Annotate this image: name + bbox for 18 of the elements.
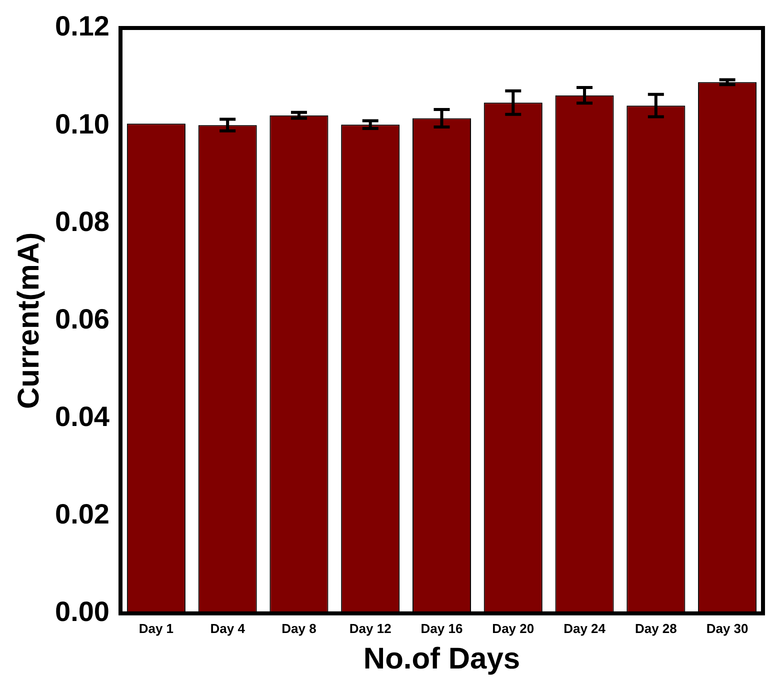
x-tick-label: Day 30 — [706, 620, 748, 636]
x-tick-label: Day 20 — [492, 620, 534, 636]
x-tick-label: Day 24 — [564, 620, 606, 636]
x-axis-title: No.of Days — [363, 642, 520, 676]
x-tick-label: Day 12 — [349, 620, 392, 636]
x-tick-label: Day 16 — [420, 620, 463, 636]
y-tick-label: 0.08 — [54, 206, 110, 237]
y-tick-label: 0.02 — [54, 498, 110, 530]
x-tick-label: Day 1 — [138, 620, 174, 636]
y-tick-label: 0.00 — [54, 596, 110, 628]
y-axis-title: Current(mA) — [12, 232, 46, 410]
x-tick-label: Day 4 — [210, 620, 246, 636]
x-tick-label: Day 8 — [282, 620, 316, 636]
x-tick-label: Day 28 — [634, 620, 677, 636]
y-tick-label: 0.10 — [54, 108, 110, 140]
y-tick-label: 0.04 — [54, 400, 110, 432]
y-tick-label: 0.12 — [54, 10, 110, 42]
y-tick-label: 0.06 — [54, 303, 110, 334]
